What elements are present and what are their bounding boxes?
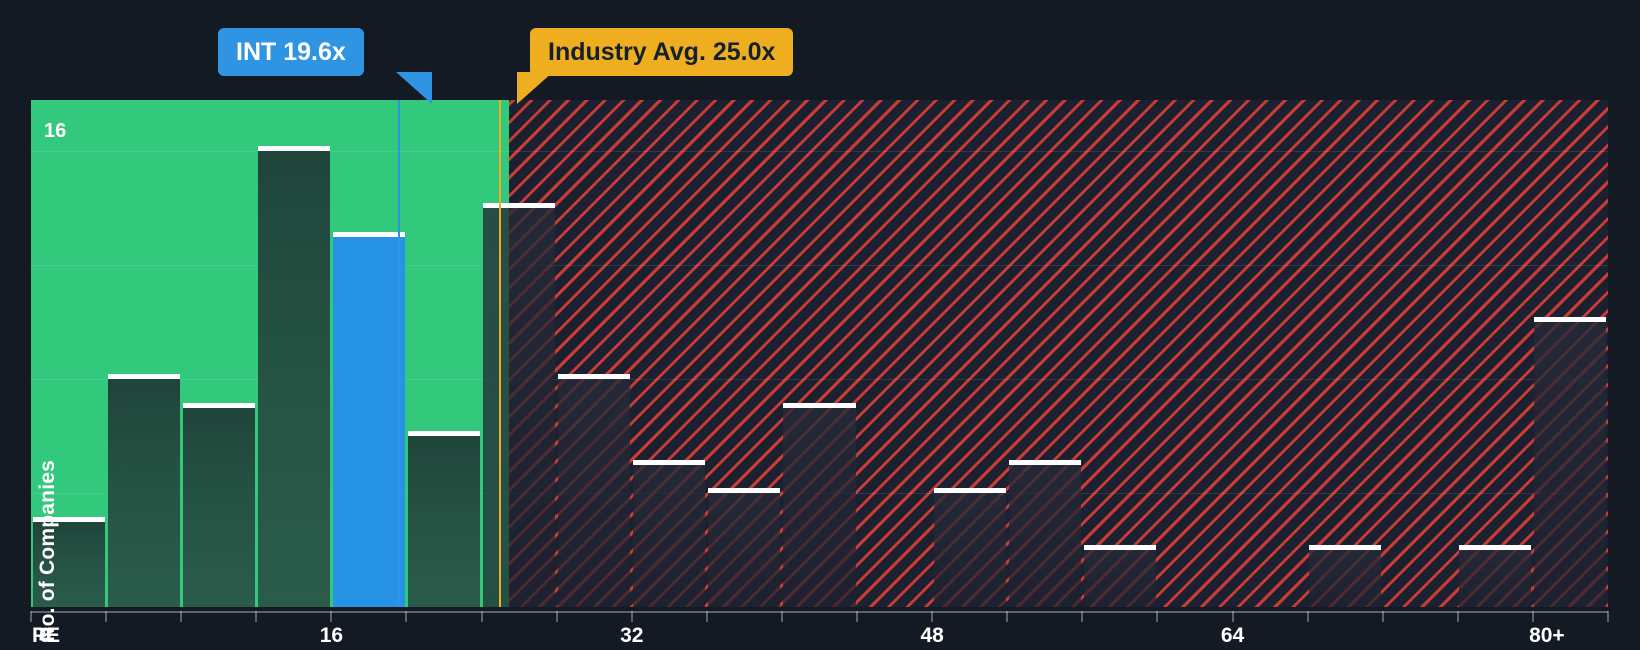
x-axis-tick — [180, 611, 183, 622]
bar-cap — [558, 374, 631, 380]
x-axis-tick — [705, 611, 708, 622]
bar-cap — [633, 459, 706, 465]
x-axis-tick — [105, 611, 108, 622]
x-axis-prefix-label: PE — [32, 624, 61, 647]
x-axis-tick — [405, 611, 408, 622]
bar-cap — [407, 431, 481, 437]
histogram-bar[interactable] — [1534, 317, 1607, 607]
y-tick-label-16: 16 — [44, 120, 67, 142]
histogram-bar[interactable] — [332, 231, 405, 607]
bar-cap — [783, 402, 856, 408]
callout-industry-avg-tail — [517, 72, 553, 104]
x-axis-tick — [1231, 611, 1234, 622]
bar-cap — [933, 488, 1006, 494]
histogram-bar[interactable] — [1309, 545, 1382, 607]
x-axis-tick — [1381, 611, 1384, 622]
x-axis-tick — [255, 611, 258, 622]
histogram-bar[interactable] — [257, 146, 330, 607]
x-axis-tick — [1306, 611, 1309, 622]
marker-line-industry-avg — [499, 100, 502, 607]
x-axis-tick-label: 48 — [920, 624, 944, 647]
x-axis-tick — [1607, 611, 1609, 622]
x-axis-tick — [1006, 611, 1009, 622]
x-axis-tick — [780, 611, 783, 622]
callout-int[interactable]: INT 19.6x — [218, 28, 364, 76]
histogram-bar[interactable] — [933, 488, 1006, 607]
histogram-bar[interactable] — [558, 374, 631, 607]
x-axis-tick — [330, 611, 333, 622]
bar-cap — [182, 402, 255, 408]
x-axis-tick-label: 32 — [620, 624, 644, 647]
bar-cap — [1459, 545, 1532, 551]
bar-cap — [332, 231, 405, 237]
marker-line-int — [397, 100, 400, 607]
bar-cap — [483, 203, 556, 209]
x-axis-tick — [856, 611, 859, 622]
bar-cap — [257, 146, 330, 152]
x-axis-tick — [1531, 611, 1534, 622]
y-axis-label: No. of Companies — [36, 460, 59, 642]
histogram-bar[interactable] — [1083, 545, 1156, 607]
x-axis-tick — [480, 611, 483, 622]
histogram-bar[interactable] — [633, 459, 706, 607]
histogram-bar[interactable] — [708, 488, 781, 607]
bar-cap — [1083, 545, 1156, 551]
x-axis-tick — [1456, 611, 1459, 622]
callout-int-tail — [396, 72, 432, 104]
histogram-bar[interactable] — [182, 402, 255, 607]
overvalued-zone-red-hatched — [509, 100, 1608, 607]
callout-industry-avg[interactable]: Industry Avg. 25.0x — [530, 28, 794, 76]
bar-cap — [708, 488, 781, 494]
x-axis-tick — [1156, 611, 1159, 622]
x-axis-tick — [555, 611, 558, 622]
plot-area — [31, 100, 1608, 607]
x-axis-tick — [30, 611, 32, 622]
x-axis-tick-label: 16 — [319, 624, 344, 647]
x-axis-line — [31, 611, 1608, 613]
x-axis-tick-label: 0 — [39, 624, 51, 647]
histogram-bar[interactable] — [1459, 545, 1532, 607]
x-axis-tick — [931, 611, 934, 622]
histogram-bar[interactable] — [783, 402, 856, 607]
bar-cap — [32, 516, 105, 522]
bar-cap — [1008, 459, 1081, 465]
histogram-bar[interactable] — [407, 431, 481, 607]
bar-cap — [107, 374, 180, 380]
x-axis-tick — [1081, 611, 1084, 622]
x-axis-tick-label: 80+ — [1529, 624, 1565, 647]
histogram-bar[interactable] — [107, 374, 180, 607]
bar-cap — [1309, 545, 1382, 551]
histogram-bar[interactable] — [1008, 459, 1081, 607]
x-axis-tick — [630, 611, 633, 622]
x-axis-tick-label: 64 — [1220, 624, 1245, 647]
bar-cap — [1534, 317, 1607, 323]
histogram-bar[interactable] — [483, 203, 556, 607]
histogram-bar[interactable] — [32, 516, 105, 607]
